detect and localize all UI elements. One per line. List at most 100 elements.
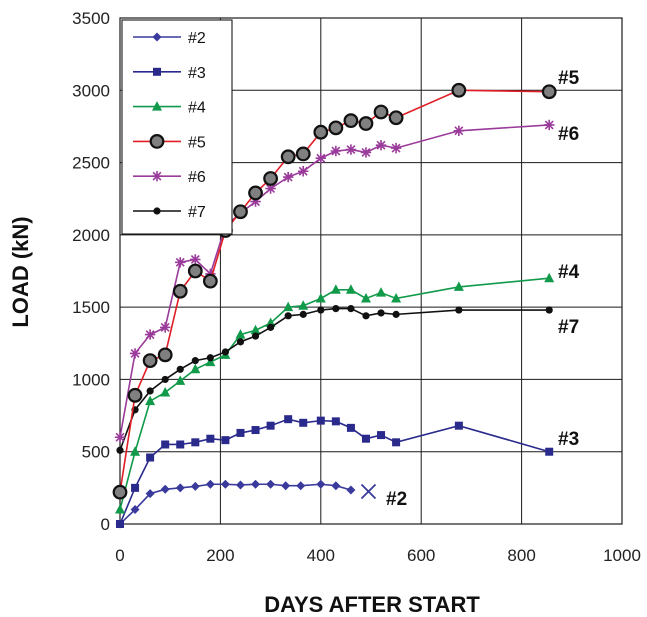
data-point	[545, 306, 553, 314]
y-tick-label: 1500	[72, 298, 110, 317]
data-point	[157, 347, 173, 363]
data-point	[346, 423, 355, 432]
data-point	[152, 101, 162, 111]
data-point	[235, 329, 246, 339]
data-point	[544, 272, 555, 283]
data-point	[142, 353, 158, 369]
data-point	[250, 324, 261, 335]
data-point	[330, 284, 341, 294]
data-point	[299, 418, 308, 427]
data-point	[146, 453, 155, 462]
data-point	[129, 348, 141, 359]
legend-label: #5	[188, 134, 206, 151]
data-point	[373, 104, 389, 120]
data-point	[131, 483, 140, 492]
data-point	[112, 484, 128, 500]
legend-label: #4	[188, 100, 206, 117]
series-end-label: #6	[558, 124, 579, 145]
data-point	[236, 338, 245, 346]
data-point	[298, 166, 309, 177]
data-point	[175, 257, 186, 268]
legend-item: #3	[133, 65, 206, 82]
data-point	[360, 292, 371, 303]
data-point	[145, 395, 156, 406]
x-tick-label: 400	[307, 546, 335, 565]
series-end-labels: #2 #3 #4 #5 #6 #7	[386, 68, 580, 510]
data-point	[281, 481, 291, 491]
data-point	[114, 432, 126, 443]
data-point	[233, 204, 248, 220]
y-tick-label: 3000	[72, 81, 110, 100]
data-point	[146, 387, 154, 395]
y-tick-label: 500	[82, 443, 110, 462]
data-point	[202, 273, 218, 289]
data-point	[235, 480, 245, 490]
data-point	[160, 386, 171, 397]
data-point	[345, 144, 357, 155]
series-layer	[112, 82, 557, 529]
y-tick-label: 1000	[72, 370, 110, 389]
data-point	[266, 479, 276, 489]
data-point	[328, 120, 344, 136]
x-tick-label: 800	[507, 546, 535, 565]
data-point	[331, 481, 341, 491]
series-end-label: #7	[558, 317, 579, 338]
data-point	[221, 436, 230, 445]
data-point	[390, 142, 402, 154]
data-point	[161, 375, 169, 384]
series-end-label: #3	[558, 429, 579, 450]
data-point	[317, 306, 325, 314]
data-point	[455, 306, 463, 314]
data-point	[130, 446, 141, 456]
data-point	[280, 149, 296, 165]
legend-label: #2	[188, 30, 206, 47]
data-point	[175, 483, 185, 493]
data-point	[346, 485, 356, 495]
data-point	[130, 505, 140, 515]
data-point	[159, 322, 171, 333]
data-point	[392, 438, 401, 447]
data-point	[296, 481, 306, 491]
y-tick-label: 2000	[72, 226, 110, 245]
data-point	[265, 317, 276, 328]
data-point	[267, 323, 275, 331]
y-tick-label: 3500	[72, 9, 110, 28]
data-point	[375, 140, 387, 151]
data-point	[453, 281, 464, 291]
data-point	[360, 483, 377, 500]
legend-label: #7	[188, 204, 206, 221]
data-point	[360, 147, 372, 158]
data-point	[315, 153, 326, 164]
legend-item: #5	[133, 133, 206, 151]
data-point	[160, 484, 170, 494]
data-point	[205, 479, 215, 489]
series-5	[112, 82, 557, 500]
data-point	[153, 207, 161, 215]
series-4	[115, 272, 555, 514]
data-point	[251, 426, 260, 435]
data-point	[191, 438, 200, 447]
legend: #2 #3 #4 #5 #6 #7	[121, 19, 233, 235]
legend-box	[121, 19, 233, 235]
y-tick-label: 2500	[72, 154, 110, 173]
data-point	[453, 125, 465, 136]
data-point	[221, 348, 230, 356]
plot-frame	[119, 17, 623, 525]
series-end-label: #5	[558, 68, 580, 89]
legend-item: #6	[133, 169, 206, 186]
data-point	[153, 67, 161, 76]
data-point	[361, 434, 370, 443]
data-point	[145, 489, 155, 499]
series-end-label: #4	[558, 262, 580, 283]
data-point	[236, 428, 245, 437]
data-point	[282, 171, 294, 183]
data-point	[544, 119, 555, 131]
data-point	[391, 292, 402, 303]
data-point	[127, 387, 143, 403]
data-point	[206, 354, 214, 362]
data-point	[316, 479, 326, 489]
series-end-label: #2	[386, 489, 407, 510]
data-point	[284, 415, 293, 424]
data-point	[116, 520, 124, 528]
